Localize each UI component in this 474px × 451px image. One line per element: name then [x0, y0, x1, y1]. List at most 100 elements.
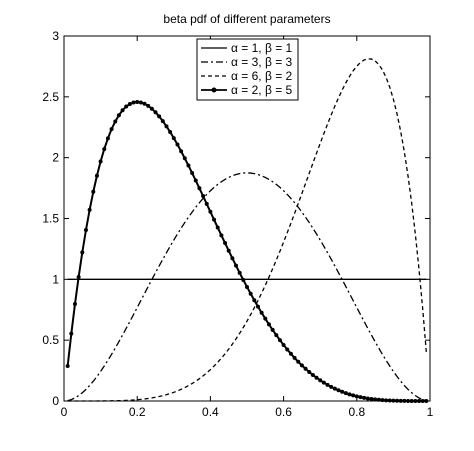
- series-marker: [146, 103, 151, 108]
- series-marker: [310, 372, 315, 377]
- series-marker: [303, 366, 308, 371]
- series-marker: [347, 392, 352, 397]
- x-tick-label: 1: [427, 405, 434, 419]
- series-marker: [245, 284, 249, 289]
- x-tick-label: 0.2: [129, 405, 146, 419]
- series-marker: [358, 395, 363, 400]
- legend-label: α = 2, β = 5: [231, 83, 293, 97]
- series-marker: [65, 363, 70, 368]
- series-marker: [398, 398, 403, 403]
- series-marker: [215, 225, 220, 230]
- series-marker: [380, 398, 385, 403]
- series-marker: [131, 100, 136, 105]
- series-marker: [263, 316, 268, 321]
- series-marker: [274, 333, 279, 338]
- x-axis-ticks: 0 0.2 0.4 0.6 0.8 1: [61, 36, 434, 419]
- series-marker: [168, 130, 173, 135]
- series-marker: [171, 136, 176, 141]
- series-marker: [149, 106, 154, 111]
- series-marker: [420, 399, 425, 403]
- series-marker: [248, 291, 253, 296]
- series-marker: [369, 396, 374, 401]
- series-marker: [80, 250, 85, 255]
- series-marker: [241, 278, 246, 282]
- series-marker: [138, 100, 143, 105]
- series-marker: [98, 159, 103, 164]
- series-marker: [395, 398, 400, 403]
- series-marker: [116, 113, 121, 118]
- series-marker: [417, 399, 422, 403]
- y-tick-label: 3: [52, 29, 59, 43]
- legend-label: α = 3, β = 3: [231, 55, 293, 69]
- y-axis-ticks: 0 0.5 1 1.5 2 2.5 3: [42, 29, 430, 408]
- series-marker: [91, 189, 96, 194]
- series-marker: [259, 310, 264, 315]
- y-tick-label: 1: [52, 272, 59, 286]
- series-marker: [69, 331, 74, 336]
- series-marker: [336, 388, 341, 393]
- series-marker: [362, 395, 367, 400]
- series-marker: [234, 263, 239, 268]
- series-marker: [281, 342, 286, 347]
- series-marker: [208, 209, 213, 214]
- series-marker: [83, 228, 88, 233]
- series-marker: [102, 147, 107, 152]
- series-marker: [266, 322, 271, 327]
- series-marker: [179, 149, 184, 154]
- series-marker: [285, 347, 290, 352]
- series-marker: [255, 304, 260, 309]
- legend-label: α = 1, β = 1: [231, 41, 293, 55]
- x-tick-label: 0.6: [275, 405, 292, 419]
- series-marker: [94, 173, 99, 178]
- x-tick-label: 0.4: [202, 405, 219, 419]
- series-marker: [72, 302, 77, 307]
- series-marker: [237, 270, 242, 275]
- series-marker: [164, 124, 169, 129]
- series-marker: [160, 119, 165, 124]
- series-marker: [182, 156, 187, 161]
- series-marker: [314, 375, 319, 380]
- series-marker: [354, 394, 359, 399]
- y-tick-label: 1.5: [42, 212, 59, 226]
- series-marker: [292, 355, 297, 360]
- y-tick-label: 0: [52, 394, 59, 408]
- series-marker: [391, 398, 396, 403]
- series-marker: [340, 389, 345, 394]
- series-marker: [212, 217, 217, 222]
- series-layer: [65, 58, 429, 403]
- series-marker: [351, 393, 356, 398]
- series-marker: [175, 142, 180, 147]
- series-marker: [384, 398, 389, 403]
- series-marker: [113, 119, 118, 124]
- series-marker: [321, 380, 326, 385]
- series-marker: [120, 108, 125, 113]
- series-marker: [201, 194, 206, 199]
- series-marker: [142, 101, 147, 106]
- y-tick-label: 2: [52, 151, 59, 165]
- series-line-3: [67, 58, 427, 402]
- chart-title: beta pdf of different parameters: [163, 12, 330, 26]
- series-marker: [318, 378, 323, 383]
- x-tick-label: 0.8: [348, 405, 365, 419]
- series-marker: [402, 398, 407, 403]
- series-marker: [197, 186, 202, 191]
- series-marker: [332, 386, 337, 391]
- series-marker: [373, 397, 378, 402]
- series-marker: [329, 384, 334, 389]
- series-marker: [109, 127, 114, 132]
- series-marker: [157, 114, 162, 119]
- legend-label: α = 6, β = 2: [231, 69, 293, 83]
- series-marker: [252, 298, 257, 303]
- series-marker: [307, 370, 312, 374]
- series-marker: [127, 101, 132, 106]
- series-marker: [299, 363, 304, 368]
- series-marker: [204, 201, 209, 206]
- series-marker: [413, 398, 418, 403]
- series-marker: [153, 110, 158, 115]
- series-marker: [409, 398, 414, 403]
- series-marker: [190, 170, 195, 175]
- series-marker: [296, 359, 301, 364]
- series-marker: [288, 351, 293, 356]
- series-marker: [376, 397, 381, 402]
